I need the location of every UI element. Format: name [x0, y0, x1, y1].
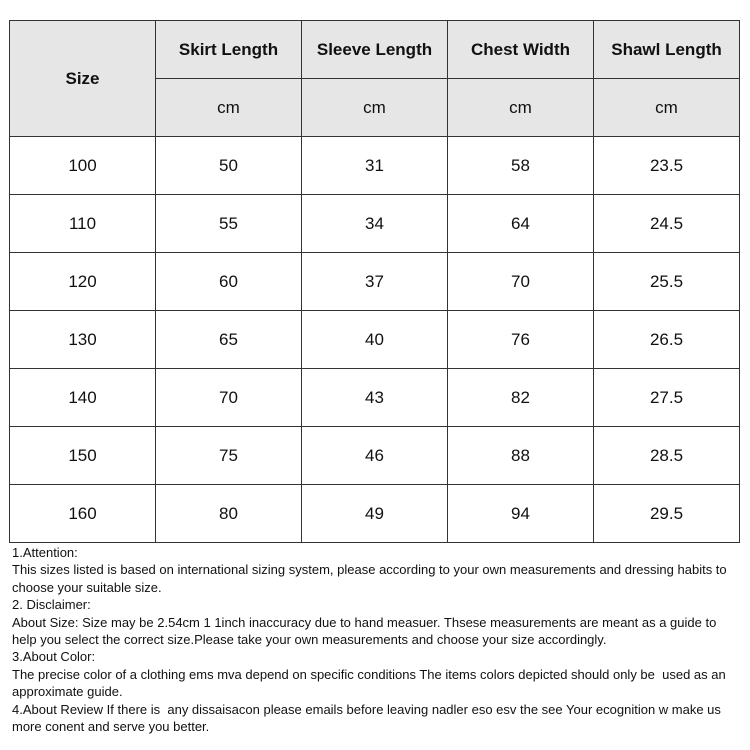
notes-section: 1.Attention: This sizes listed is based o…: [12, 544, 742, 735]
unit-label: cm: [155, 78, 302, 137]
size-chart-table: Size Skirt Length Sleeve Length Chest Wi…: [9, 20, 740, 543]
measurement-cell: 27.5: [593, 368, 740, 427]
measurement-cell: 28.5: [593, 426, 740, 485]
table-row: 160 80 49 94 29.5: [9, 484, 740, 543]
measurement-cell: 49: [301, 484, 448, 543]
note-text: The precise color of a clothing ems mva …: [12, 666, 730, 700]
measurement-cell: 29.5: [593, 484, 740, 543]
measurement-cell: 70: [155, 368, 302, 427]
unit-label: cm: [447, 78, 594, 137]
measurement-cell: 60: [155, 252, 302, 311]
note-heading: 3.About Color:: [12, 649, 96, 665]
measurement-cell: 58: [447, 136, 594, 195]
table-row: 130 65 40 76 26.5: [9, 310, 740, 369]
measurement-cell: 55: [155, 194, 302, 253]
note-text: About Size: Size may be 2.54cm 1 1inch i…: [12, 614, 720, 648]
unit-label: cm: [301, 78, 448, 137]
column-header: Chest Width: [447, 20, 594, 79]
measurement-cell: 24.5: [593, 194, 740, 253]
measurement-cell: 37: [301, 252, 448, 311]
measurement-cell: 43: [301, 368, 448, 427]
measurement-cell: 70: [447, 252, 594, 311]
table-row: 120 60 37 70 25.5: [9, 252, 740, 311]
table-row: 150 75 46 88 28.5: [9, 426, 740, 485]
measurement-cell: 50: [155, 136, 302, 195]
measurement-cell: 65: [155, 310, 302, 369]
measurement-cell: 82: [447, 368, 594, 427]
note-text: This sizes listed is based on internatio…: [12, 562, 731, 595]
column-header: Sleeve Length: [301, 20, 448, 79]
note-heading: 1.Attention:: [12, 545, 78, 560]
column-header: Skirt Length: [155, 20, 302, 79]
measurement-cell: 40: [301, 310, 448, 369]
table-row: 100 50 31 58 23.5: [9, 136, 740, 195]
measurement-cell: 64: [447, 194, 594, 253]
measurement-cell: 46: [301, 426, 448, 485]
table-row: 110 55 34 64 24.5: [9, 194, 740, 253]
unit-label: cm: [593, 78, 740, 137]
measurement-cell: 80: [155, 484, 302, 543]
note-heading: 4.About Review If there is any dissaisac…: [12, 701, 725, 735]
measurement-cell: 75: [155, 426, 302, 485]
measurement-cell: 23.5: [593, 136, 740, 195]
measurement-cell: 34: [301, 194, 448, 253]
size-header: Size: [9, 20, 156, 137]
note-heading: 2. Disclaimer:: [12, 597, 91, 613]
size-cell: 120: [9, 252, 156, 311]
measurement-cell: 76: [447, 310, 594, 369]
size-cell: 160: [9, 484, 156, 543]
measurement-cell: 31: [301, 136, 448, 195]
size-cell: 100: [9, 136, 156, 195]
measurement-cell: 26.5: [593, 310, 740, 369]
measurement-cell: 88: [447, 426, 594, 485]
size-cell: 140: [9, 368, 156, 427]
size-cell: 150: [9, 426, 156, 485]
table-row: 140 70 43 82 27.5: [9, 368, 740, 427]
size-cell: 130: [9, 310, 156, 369]
column-header: Shawl Length: [593, 20, 740, 79]
measurement-cell: 25.5: [593, 252, 740, 311]
measurement-cell: 94: [447, 484, 594, 543]
size-cell: 110: [9, 194, 156, 253]
